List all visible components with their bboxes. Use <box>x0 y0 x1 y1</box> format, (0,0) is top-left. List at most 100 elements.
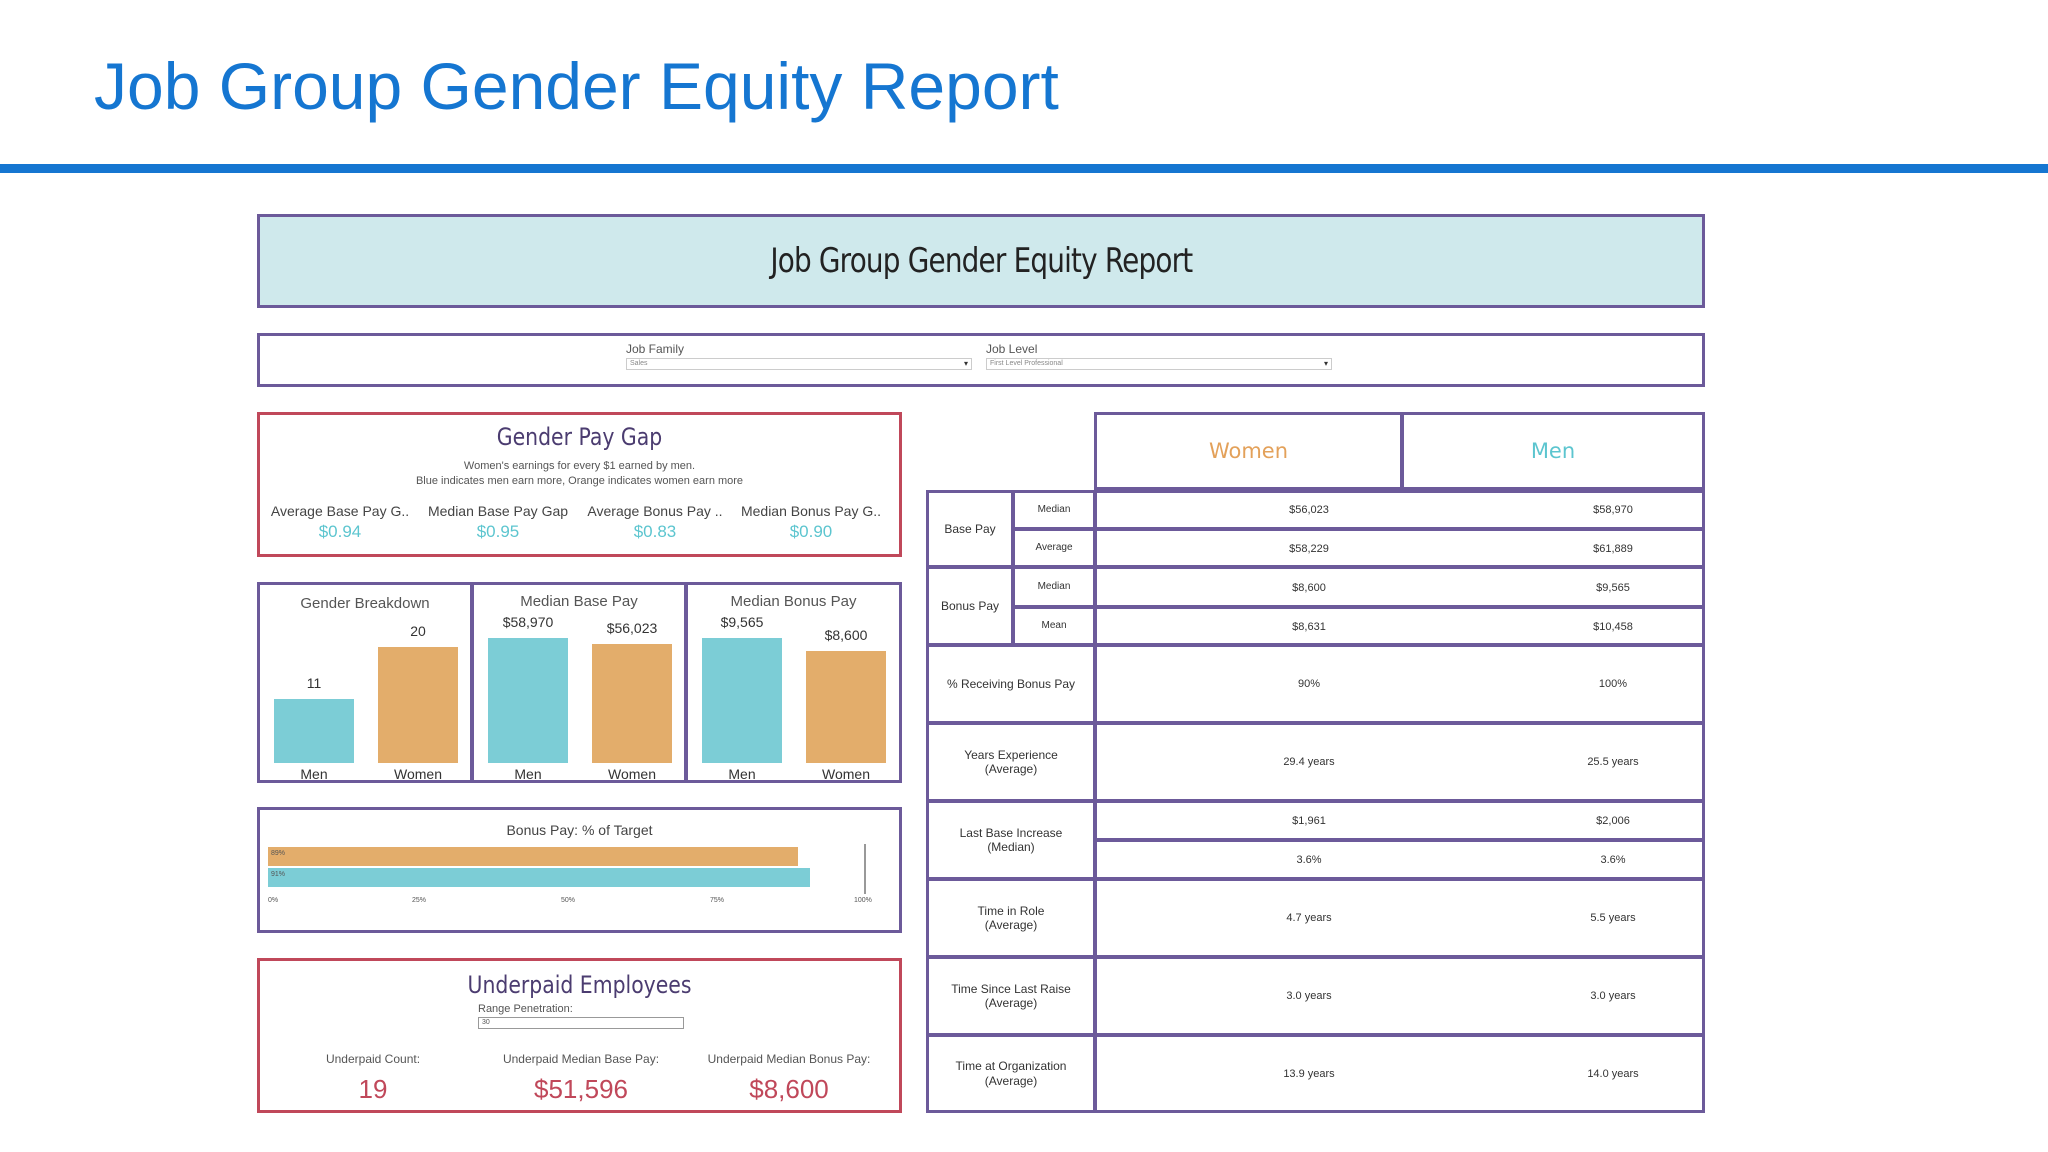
dashboard-header-title: Job Group Gender Equity Report <box>769 241 1193 281</box>
receiving-bonus-men: 100% <box>1598 678 1628 690</box>
bonus-target-title: Bonus Pay: % of Target <box>506 822 653 838</box>
row-label: Time at Organization <box>955 1059 1067 1074</box>
row-label: Last Base Increase <box>959 825 1063 840</box>
median-bonus-pay-chart: $9,565 Men $8,600 Women <box>688 585 899 782</box>
bar-value-label: 91% <box>271 871 286 878</box>
pay-gap-subtitle: Women's earnings for every $1 earned by … <box>463 460 696 472</box>
median-bonus-pay-panel: Median Bonus Pay $9,565 Men $8,600 Women <box>685 582 902 783</box>
bar-men <box>702 638 782 763</box>
last-increase-label: Last Base Increase (Median) <box>926 800 1096 880</box>
median-base-pay-title: Median Base Pay <box>520 593 638 610</box>
since-raise-men: 3.0 years <box>1590 990 1636 1002</box>
receiving-bonus-row: 90% 100% <box>1094 644 1705 724</box>
median-base-gap: Median Base Pay Gap $0.95 <box>423 503 573 542</box>
base-median-row: $56,023 $58,970 <box>1094 490 1705 530</box>
metric-label: Median Bonus Pay G.. <box>740 503 882 519</box>
at-org-women: 13.9 years <box>1283 1068 1335 1080</box>
gender-breakdown-chart: 11 Men 20 Women <box>260 585 470 782</box>
bar-category-label: Men <box>728 766 756 782</box>
base-average-label: Average <box>1012 528 1096 568</box>
metric-value: $0.90 <box>789 522 833 541</box>
last-increase-pct-men: 3.6% <box>1600 854 1626 866</box>
slide-title: Job Group Gender Equity Report <box>94 49 1059 123</box>
job-level-label: Job Level <box>986 342 1038 356</box>
last-increase-men: $2,006 <box>1596 815 1630 827</box>
filters-bar: Job Family Sales ▾ Job Level First Level… <box>257 333 1705 387</box>
bar-value-label: $8,600 <box>824 627 868 643</box>
job-family-label: Job Family <box>626 342 685 356</box>
metric-value: $0.83 <box>633 522 677 541</box>
pay-gap-title: Gender Pay Gap <box>496 423 663 451</box>
chevron-down-icon: ▾ <box>1323 359 1328 368</box>
axis-tick-label: 25% <box>412 897 427 904</box>
median-bonus-pay-title: Median Bonus Pay <box>730 593 857 610</box>
base-average-men: $61,889 <box>1593 543 1633 555</box>
years-exp-women: 29.4 years <box>1283 756 1335 768</box>
base-pay-label: Base Pay <box>926 490 1014 568</box>
avg-base-gap: Average Base Pay G.. $0.94 <box>265 503 415 542</box>
metric-value: $51,596 <box>534 1074 628 1104</box>
range-penetration-input[interactable]: 30 <box>478 1017 684 1029</box>
bar-category-label: Women <box>394 766 442 782</box>
time-at-org-label: Time at Organization (Average) <box>926 1034 1096 1113</box>
job-family-value: Sales <box>630 360 648 367</box>
axis-tick-label: 100% <box>854 897 872 904</box>
metric-label: Underpaid Count: <box>325 1052 421 1066</box>
base-median-label: Median <box>1012 490 1096 530</box>
base-median-men: $58,970 <box>1593 504 1633 516</box>
pay-gap-legend-note: Blue indicates men earn more, Orange ind… <box>415 475 744 487</box>
metric-label: Underpaid Median Base Pay: <box>502 1052 660 1066</box>
metric-value: 19 <box>358 1074 388 1104</box>
time-in-role-row: 4.7 years 5.5 years <box>1094 878 1705 958</box>
bar-value-label: 89% <box>271 850 286 857</box>
women-column-header: Women <box>1094 412 1403 490</box>
bonus-median-women: $8,600 <box>1292 582 1326 594</box>
job-family-select[interactable]: Sales ▾ <box>626 358 972 370</box>
axis-tick-label: 75% <box>710 897 725 904</box>
job-level-select[interactable]: First Level Professional ▾ <box>986 358 1332 370</box>
time-role-men: 5.5 years <box>1590 912 1636 924</box>
time-role-women: 4.7 years <box>1286 912 1332 924</box>
bar-value-label: $9,565 <box>720 614 764 630</box>
median-base-pay-panel: Median Base Pay $58,970 Men $56,023 Women <box>471 582 687 783</box>
gender-breakdown-panel: Gender Breakdown 11 Men 20 Women <box>257 582 473 783</box>
gender-breakdown-title: Gender Breakdown <box>300 595 430 612</box>
bonus-mean-label: Mean <box>1012 606 1096 646</box>
bar-category-label: Men <box>300 766 328 782</box>
bonus-target-panel: Bonus Pay: % of Target 89% 91% 0% 25% 50% 75%… <box>257 807 902 933</box>
bar-women <box>806 651 886 763</box>
bar-men <box>488 638 568 763</box>
metric-label: Underpaid Median Bonus Pay: <box>707 1052 871 1066</box>
metric-label: Median Base Pay Gap <box>427 503 569 519</box>
title-rule <box>0 164 2048 173</box>
base-average-row: $58,229 $61,889 <box>1094 528 1705 568</box>
bonus-mean-row: $8,631 $10,458 <box>1094 606 1705 646</box>
men-column-header: Men <box>1401 412 1705 490</box>
bar-women <box>378 647 458 763</box>
row-sublabel: (Average) <box>984 762 1038 776</box>
bonus-median-men: $9,565 <box>1596 582 1630 594</box>
underpaid-title: Underpaid Employees <box>467 971 692 999</box>
row-label: Time Since Last Raise <box>951 981 1071 996</box>
row-label: Time in Role <box>977 903 1045 918</box>
bar-value-label: $58,970 <box>502 614 554 630</box>
median-bonus-gap: Median Bonus Pay G.. $0.90 <box>736 503 886 542</box>
axis-tick-label: 0% <box>268 897 279 904</box>
bar-category-label: Women <box>608 766 656 782</box>
bar-category-label: Women <box>822 766 870 782</box>
bonus-mean-women: $8,631 <box>1292 621 1326 633</box>
time-since-raise-label: Time Since Last Raise (Average) <box>926 956 1096 1036</box>
bar-women <box>592 644 672 763</box>
metric-label: Average Base Pay G.. <box>270 503 410 519</box>
metric-label: Average Bonus Pay .. <box>587 503 723 519</box>
target-reference-line <box>864 844 866 894</box>
underpaid-median-base: Underpaid Median Base Pay: $51,596 <box>476 1052 686 1105</box>
bonus-median-label: Median <box>1012 566 1096 608</box>
job-level-value: First Level Professional <box>990 360 1063 367</box>
row-sublabel: (Average) <box>984 996 1038 1010</box>
row-sublabel: (Average) <box>984 918 1038 932</box>
receiving-bonus-women: 90% <box>1297 678 1321 690</box>
chevron-down-icon: ▾ <box>963 359 968 368</box>
range-penetration-label: Range Penetration: <box>478 1003 573 1015</box>
bonus-target-bar: 89% <box>268 847 798 866</box>
